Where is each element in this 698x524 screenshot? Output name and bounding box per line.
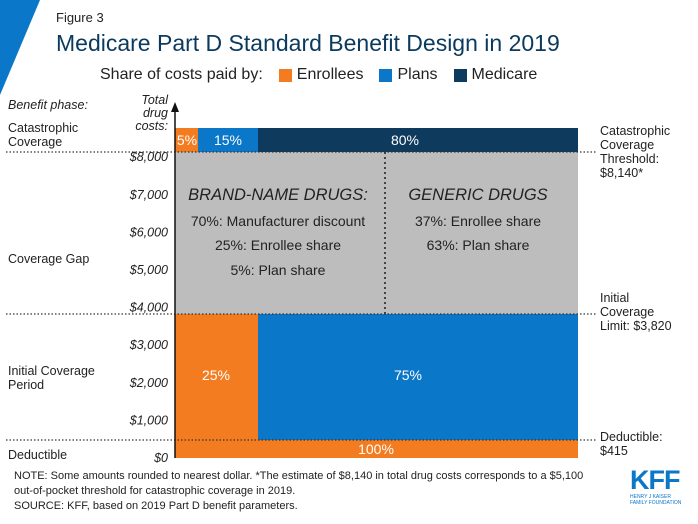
threshold-cat-line-1: Catastrophic: [600, 124, 671, 138]
threshold-init-line-1: Initial: [600, 291, 630, 305]
label-initial-enrollees: 25%: [202, 367, 230, 383]
bar-initial-enrollees: [175, 314, 258, 440]
legend-label-medicare: Medicare: [471, 66, 538, 83]
y-tick-label: $7,000: [129, 188, 168, 202]
y-axis-arrow: [171, 102, 179, 112]
phase-catastrophic: Catastrophic Coverage: [8, 121, 78, 149]
legend-label-enrollees: Enrollees: [296, 66, 364, 83]
threshold-catastrophic-label: Catastrophic Coverage Threshold: $8,140*: [600, 124, 670, 180]
threshold-init-line-3: Limit: $3,820: [600, 319, 672, 333]
threshold-cat-line-4: $8,140*: [600, 166, 644, 180]
y-tick-label: $3,000: [129, 338, 168, 352]
threshold-cat-line-2: Coverage: [600, 138, 655, 152]
source-line: SOURCE: KFF, based on 2019 Part D benefi…: [14, 500, 298, 512]
threshold-ded-line-2: $415: [600, 444, 628, 458]
bar-deductible-enrollees: [175, 440, 578, 458]
legend: Share of costs paid by: Enrollees Plans …: [100, 66, 537, 84]
phase-initial-line-2: Period: [8, 378, 45, 392]
gap-generic-line-2: 63%: Plan share: [427, 237, 530, 253]
kff-logo-sub-2: FAMILY FOUNDATION: [630, 500, 682, 506]
benefit-phase-header: Benefit phase:: [8, 98, 88, 112]
corner-decoration: [0, 0, 40, 95]
total-cost-header: Total drug costs:: [120, 94, 168, 133]
threshold-init-line-2: Coverage: [600, 305, 655, 319]
y-tick-label: $5,000: [129, 263, 168, 277]
cost-header-line-1: Total: [141, 93, 168, 107]
legend-swatch-medicare: [453, 68, 467, 82]
cost-header-line-2: drug: [142, 106, 168, 120]
phase-coverage-gap: Coverage Gap: [8, 252, 90, 266]
phase-initial-line-1: Initial Coverage: [8, 364, 95, 378]
y-tick-label: $6,000: [129, 225, 168, 239]
threshold-ded-line-1: Deductible:: [600, 430, 663, 444]
legend-prefix: Share of costs paid by:: [100, 66, 263, 83]
y-tick-label: $8,000: [129, 150, 168, 164]
phase-catastrophic-line-2: Coverage: [8, 135, 63, 149]
legend-swatch-plans: [379, 68, 393, 82]
bar-catastrophic-medicare: [258, 128, 578, 152]
y-tick-labels: $0 $1,000 $2,000 $3,000 $4,000 $5,000 $6,000 $7…: [129, 150, 168, 465]
bar-initial-plans: [258, 314, 578, 440]
gap-generic-title: GENERIC DRUGS: [408, 186, 547, 204]
cost-header-line-3: costs:: [135, 119, 168, 133]
gap-brand-line-2: 25%: Enrollee share: [215, 237, 341, 253]
gap-brand-title: BRAND-NAME DRUGS:: [188, 186, 368, 204]
chart-title: Medicare Part D Standard Benefit Design …: [56, 30, 560, 56]
threshold-deductible-label: Deductible: $415: [600, 430, 663, 458]
label-catastrophic-enrollees: 5%: [177, 132, 197, 148]
phase-catastrophic-line-1: Catastrophic: [8, 121, 79, 135]
y-tick-label: $2,000: [129, 376, 168, 390]
bar-catastrophic-enrollees: [175, 128, 198, 152]
gap-generic-line-1: 37%: Enrollee share: [415, 213, 541, 229]
phase-deductible: Deductible: [8, 448, 68, 462]
note-line-1: NOTE: Some amounts rounded to nearest do…: [14, 470, 584, 482]
y-tick-label: $0: [153, 451, 168, 465]
y-tick-label: $4,000: [129, 301, 168, 315]
label-catastrophic-plans: 15%: [214, 132, 242, 148]
label-initial-plans: 75%: [394, 367, 422, 383]
label-catastrophic-medicare: 80%: [391, 132, 419, 148]
y-tick-label: $1,000: [129, 413, 168, 427]
kff-logo-sub-1: HENRY J KAISER: [630, 494, 671, 500]
threshold-initial-label: Initial Coverage Limit: $3,820: [600, 291, 672, 333]
note-line-2: out-of-pocket threshold for catastrophic…: [14, 485, 296, 497]
threshold-cat-line-3: Threshold:: [600, 152, 660, 166]
gap-brand-line-3: 5%: Plan share: [231, 262, 326, 278]
phase-initial-coverage: Initial Coverage Period: [8, 364, 95, 392]
bar-coverage-gap: [175, 152, 578, 314]
kff-logo: KFF HENRY J KAISER FAMILY FOUNDATION: [630, 466, 681, 506]
legend-label-plans: Plans: [397, 66, 438, 83]
label-deductible-enrollees: 100%: [358, 441, 394, 457]
figure-label: Figure 3: [56, 10, 104, 25]
legend-swatch-enrollees: [278, 68, 292, 82]
kff-logo-main: KFF: [630, 465, 680, 495]
bar-catastrophic-plans: [198, 128, 258, 152]
gap-brand-line-1: 70%: Manufacturer discount: [191, 213, 365, 229]
